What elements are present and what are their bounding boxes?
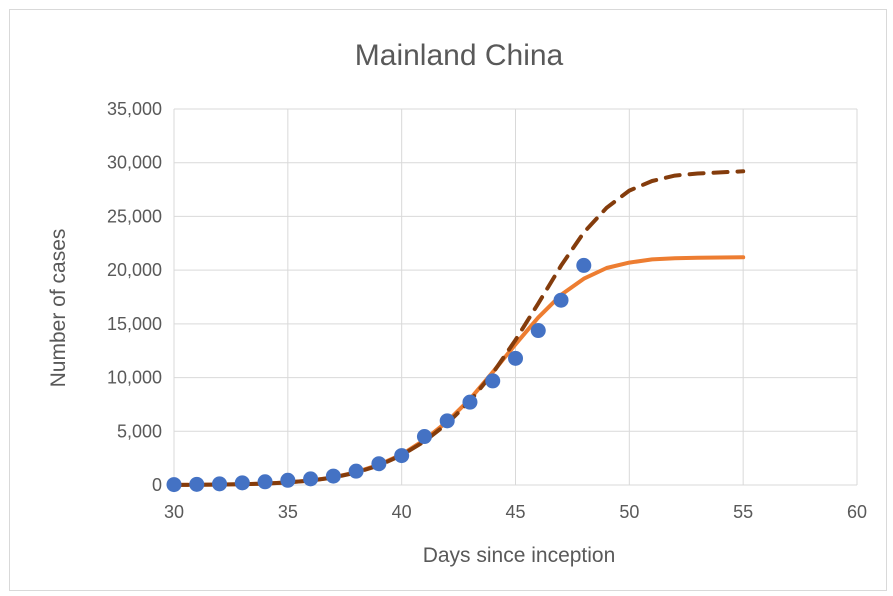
data-point <box>416 429 432 445</box>
dashed-fit-line <box>172 169 746 487</box>
x-tick-label: 30 <box>164 502 184 522</box>
y-tick-label: 20,000 <box>107 260 162 280</box>
data-point <box>462 394 478 410</box>
data-point <box>371 456 387 472</box>
chart-title: Mainland China <box>355 39 564 72</box>
data-point <box>212 476 228 492</box>
data-point <box>508 350 523 366</box>
x-tick-label: 55 <box>733 502 753 522</box>
data-point <box>257 474 273 490</box>
series-layer <box>166 169 746 493</box>
data-point <box>394 448 410 464</box>
y-tick-label: 10,000 <box>107 368 162 388</box>
x-tick-label: 50 <box>619 502 639 522</box>
x-tick-label: 35 <box>278 502 298 522</box>
data-point <box>303 471 319 487</box>
chart-frame: 30 35 40 45 50 55 60 0 5,000 10,000 15,000 20,000 25… <box>9 9 887 591</box>
y-tick-label: 25,000 <box>107 206 162 226</box>
solid-fit-line <box>172 255 746 487</box>
data-point <box>530 323 546 339</box>
y-tick-label: 35,000 <box>107 99 162 119</box>
y-axis-title: Number of cases <box>47 229 70 388</box>
chart-svg: 30 35 40 45 50 55 60 0 5,000 10,000 15,000 20,000 25… <box>47 39 867 567</box>
tick-labels: 30 35 40 45 50 55 60 0 5,000 10,000 15,000 20,000 25… <box>107 99 867 522</box>
data-point <box>325 468 341 484</box>
data-point <box>280 472 296 488</box>
data-point <box>348 463 364 479</box>
data-point <box>553 292 569 308</box>
x-tick-label: 45 <box>505 502 525 522</box>
y-tick-label: 30,000 <box>107 153 162 173</box>
data-point <box>189 476 205 492</box>
y-tick-label: 15,000 <box>107 314 162 334</box>
x-tick-label: 40 <box>392 502 412 522</box>
x-tick-label: 60 <box>847 502 867 522</box>
y-tick-label: 5,000 <box>117 421 162 441</box>
data-point <box>485 373 501 389</box>
data-point <box>576 257 592 273</box>
x-axis-title: Days since inception <box>423 544 616 567</box>
y-tick-label: 0 <box>152 475 162 495</box>
grid-layer <box>173 108 858 486</box>
data-point <box>234 475 250 491</box>
data-point <box>166 477 182 493</box>
data-point <box>439 413 455 429</box>
